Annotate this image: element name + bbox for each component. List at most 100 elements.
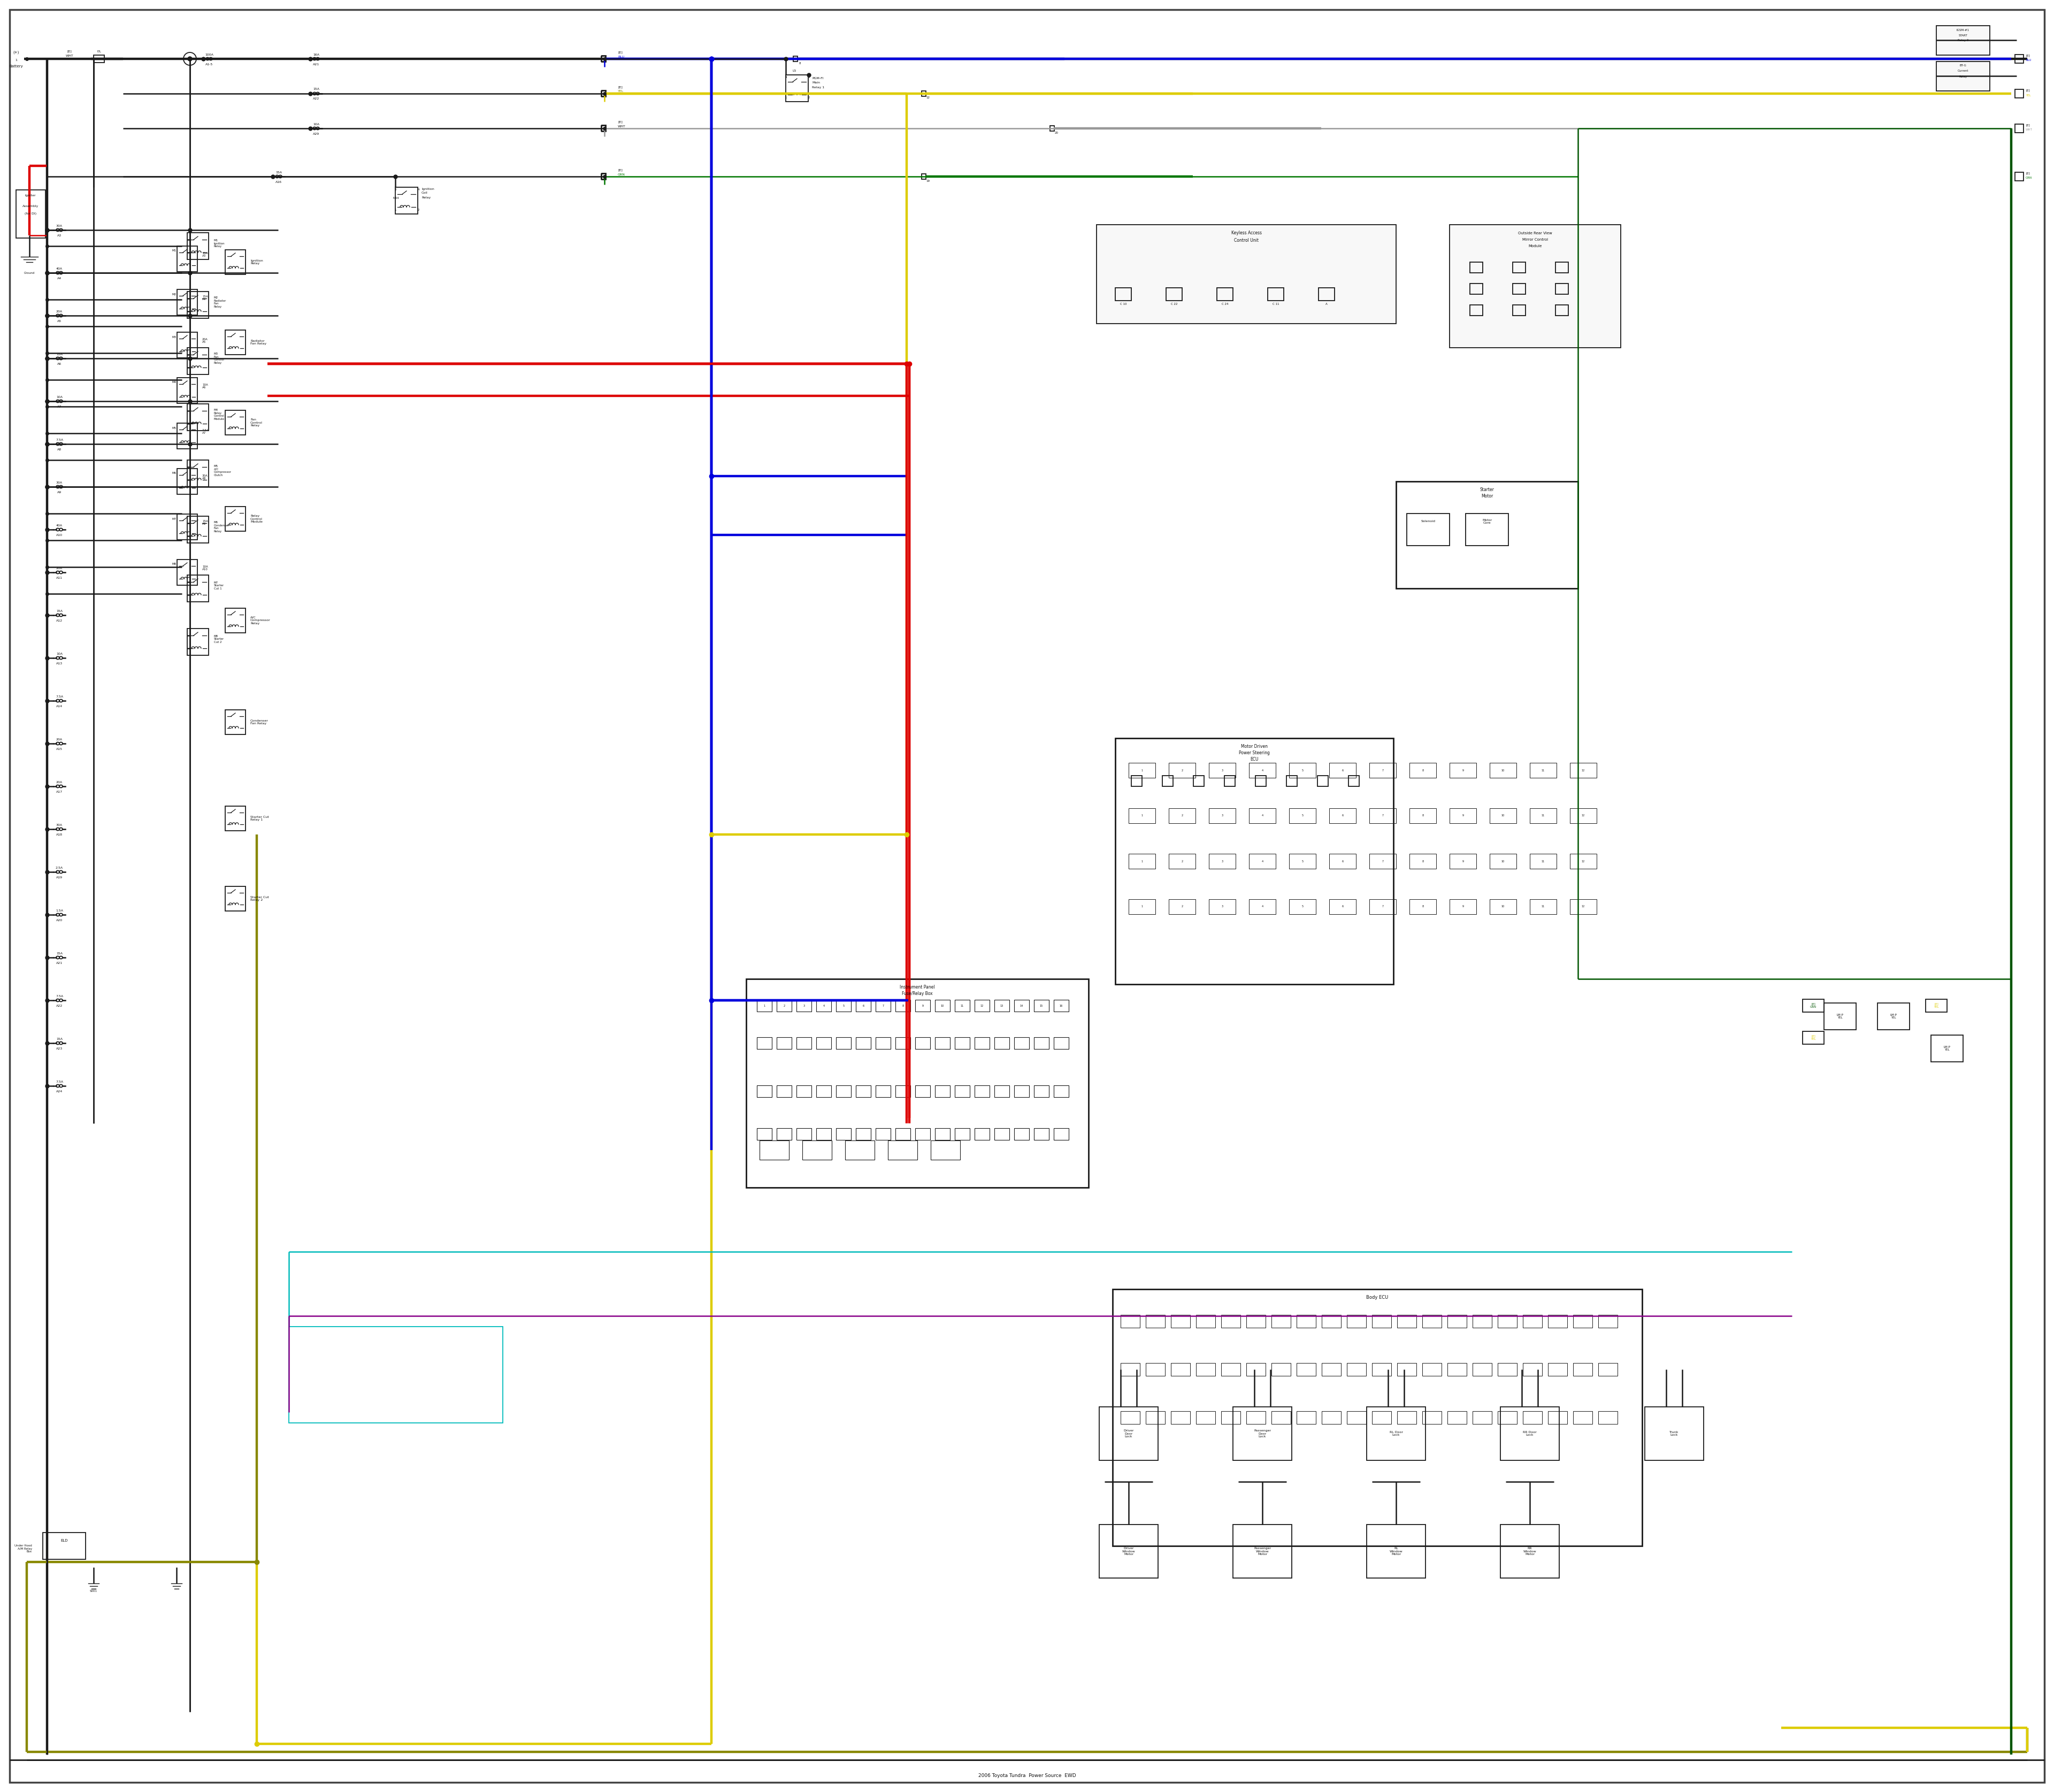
Text: M5
A/C
Compressor
Clutch: M5 A/C Compressor Clutch xyxy=(214,464,232,477)
Bar xyxy=(1128,808,1154,823)
Text: 10A
A6: 10A A6 xyxy=(201,383,207,389)
Text: M5: M5 xyxy=(173,426,177,430)
Bar xyxy=(1555,283,1569,294)
Bar xyxy=(1033,1129,1050,1140)
Bar xyxy=(955,1038,969,1048)
Bar xyxy=(1054,1129,1068,1140)
Bar xyxy=(1397,1364,1417,1376)
Bar xyxy=(43,1532,86,1559)
Text: Ignition: Ignition xyxy=(421,188,433,190)
Text: Keyless Access: Keyless Access xyxy=(1230,231,1261,235)
Text: C 10: C 10 xyxy=(1119,303,1128,305)
Text: M7
Starter
Cut 1: M7 Starter Cut 1 xyxy=(214,581,224,590)
Bar xyxy=(935,1000,949,1011)
Text: A1-5: A1-5 xyxy=(205,63,214,66)
Bar xyxy=(1163,776,1173,787)
Bar xyxy=(1931,1036,1964,1063)
Bar xyxy=(1146,1315,1165,1328)
Text: Igniter: Igniter xyxy=(25,194,37,197)
Bar xyxy=(994,1129,1009,1140)
Bar xyxy=(1169,808,1195,823)
Text: Relay
Control
Module: Relay Control Module xyxy=(251,514,263,523)
Bar xyxy=(1015,1129,1029,1140)
Bar xyxy=(1317,776,1329,787)
Bar xyxy=(896,1000,910,1011)
Bar xyxy=(177,332,197,358)
Bar xyxy=(1347,1315,1366,1328)
Bar xyxy=(1530,900,1557,914)
Bar xyxy=(1210,763,1237,778)
Text: Current: Current xyxy=(1957,70,1968,72)
Bar xyxy=(1366,1525,1425,1579)
Bar xyxy=(797,1038,811,1048)
Bar xyxy=(1448,1315,1467,1328)
Text: [E]: [E] xyxy=(2025,172,2029,174)
Text: A4: A4 xyxy=(58,276,62,280)
Bar xyxy=(1598,1364,1619,1376)
Text: Driver
Door
Lock: Driver Door Lock xyxy=(1124,1430,1134,1437)
Text: 10: 10 xyxy=(1501,905,1506,909)
Text: 20A: 20A xyxy=(55,566,62,570)
Text: Motor Driven: Motor Driven xyxy=(1241,744,1267,749)
Text: A24: A24 xyxy=(55,1090,64,1093)
Bar xyxy=(803,1140,832,1159)
Text: LM-P
YEL: LM-P YEL xyxy=(1836,1014,1844,1020)
Bar xyxy=(1450,763,1477,778)
Bar xyxy=(226,607,246,633)
Text: M4: M4 xyxy=(173,382,177,383)
Text: PGM-FI: PGM-FI xyxy=(811,77,824,81)
Bar xyxy=(1271,1410,1290,1425)
Bar xyxy=(1249,808,1276,823)
Bar xyxy=(1409,900,1436,914)
Bar xyxy=(815,1129,832,1140)
Text: A23: A23 xyxy=(55,1047,64,1050)
Bar xyxy=(797,1000,811,1011)
Bar xyxy=(1321,1410,1341,1425)
Text: M1: M1 xyxy=(173,249,177,253)
Text: 2.5A: 2.5A xyxy=(55,866,64,869)
Text: Passenger
Window
Motor: Passenger Window Motor xyxy=(1253,1546,1271,1555)
Bar xyxy=(1097,224,1397,324)
Text: [E]: [E] xyxy=(618,52,622,54)
Text: 12: 12 xyxy=(980,1004,984,1007)
Bar xyxy=(1573,1315,1592,1328)
Bar xyxy=(1146,1410,1165,1425)
Text: M6: M6 xyxy=(173,471,177,475)
Bar xyxy=(602,174,606,179)
Bar xyxy=(857,1038,871,1048)
Bar xyxy=(1222,1364,1241,1376)
Text: LM-P
YEL: LM-P YEL xyxy=(1890,1014,1898,1020)
Bar xyxy=(1499,1525,1559,1579)
Bar xyxy=(187,403,210,430)
Bar xyxy=(1530,808,1557,823)
Text: Condenser
Fan Relay: Condenser Fan Relay xyxy=(251,719,269,726)
Text: A18: A18 xyxy=(55,833,62,835)
Bar xyxy=(1271,1364,1290,1376)
Text: A22: A22 xyxy=(55,1004,64,1007)
Bar xyxy=(1397,1410,1417,1425)
Text: [E]: [E] xyxy=(2025,54,2029,57)
Bar xyxy=(1167,289,1183,301)
Text: Body ECU: Body ECU xyxy=(1366,1296,1389,1299)
Text: A9: A9 xyxy=(58,491,62,493)
Text: 11: 11 xyxy=(1540,814,1545,817)
Bar xyxy=(1290,900,1317,914)
Bar xyxy=(177,378,197,403)
Bar xyxy=(1113,1288,1641,1546)
Bar xyxy=(1497,1410,1518,1425)
Bar xyxy=(916,1000,930,1011)
Text: 19: 19 xyxy=(926,179,930,183)
Bar xyxy=(955,1086,969,1097)
Text: F/L: F/L xyxy=(97,50,101,52)
Bar xyxy=(836,1086,850,1097)
Bar xyxy=(787,75,807,102)
Text: 10A: 10A xyxy=(55,396,62,398)
Bar xyxy=(187,292,210,319)
Bar xyxy=(896,1129,910,1140)
Bar xyxy=(1290,853,1317,869)
Bar xyxy=(1397,482,1577,588)
Text: A15: A15 xyxy=(55,747,62,751)
Text: Motor
Core: Motor Core xyxy=(1483,518,1491,525)
Text: 30A
A8: 30A A8 xyxy=(201,475,207,480)
Bar xyxy=(1033,1038,1050,1048)
